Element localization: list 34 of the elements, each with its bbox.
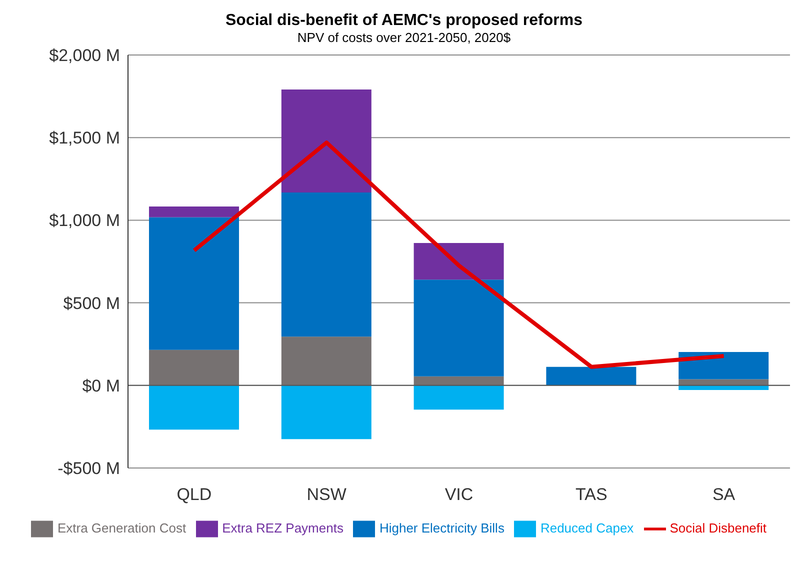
bar — [414, 376, 504, 386]
bar — [414, 385, 504, 410]
bar — [414, 243, 504, 280]
bar — [149, 217, 239, 350]
line-series — [192, 140, 726, 369]
y-tick-label: $1,000 M — [49, 211, 120, 230]
bar — [281, 192, 372, 337]
bar — [281, 336, 372, 386]
bar — [678, 379, 769, 386]
y-tick-label: $500 M — [63, 294, 120, 313]
legend-label: Extra Generation Cost — [57, 520, 186, 536]
bar — [546, 366, 636, 386]
chart-title: Social dis-benefit of AEMC's proposed reforms — [224, 11, 584, 30]
bar — [281, 385, 372, 440]
bar — [149, 206, 239, 218]
y-tick-label: $1,500 M — [49, 128, 120, 148]
bar — [414, 280, 504, 376]
legend-label: Reduced Capex — [540, 520, 634, 536]
y-tick-label: $2,000 M — [49, 46, 120, 66]
bar — [281, 90, 372, 192]
bar — [149, 385, 239, 430]
chart-subtitle: NPV of costs over 2021-2050, 2020$ — [296, 30, 512, 45]
y-tick-label: -$500 M — [58, 459, 120, 478]
bar — [149, 350, 239, 386]
legend-label: Higher Electricity Bills — [379, 520, 504, 536]
legend-label: Social Disbenefit — [670, 520, 767, 536]
legend-label: Extra REZ Payments — [222, 520, 344, 536]
x-tick-label: QLD — [176, 485, 212, 504]
x-tick-label: SA — [712, 485, 736, 504]
x-tick-label: VIC — [444, 485, 474, 504]
x-tick-label: NSW — [306, 485, 346, 504]
y-tick-label: $0 M — [82, 376, 120, 396]
x-tick-label: TAS — [575, 485, 608, 504]
bar — [678, 352, 769, 380]
